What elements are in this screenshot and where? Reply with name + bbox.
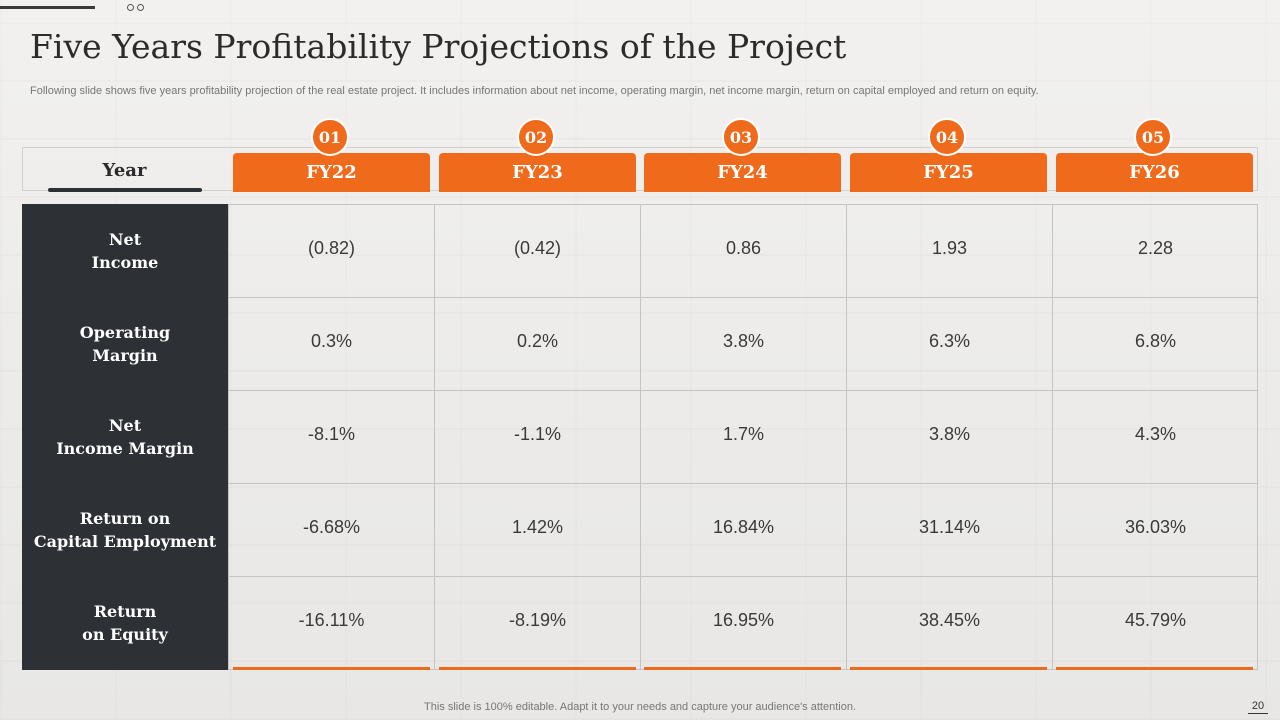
table-cell: 16.84%: [640, 484, 846, 577]
year-header-underline: [48, 188, 202, 192]
column-bottom-accent: [439, 667, 636, 670]
column-bottom-accent: [850, 667, 1047, 670]
table-cell: -6.68%: [228, 484, 434, 577]
metric-label: Return on Equity: [82, 601, 168, 644]
year-number-badge: 04: [928, 118, 966, 156]
metric-label-column: Net Income Operating Margin Net Income M…: [22, 204, 228, 670]
metric-label: Net Income: [91, 229, 159, 272]
table-cell: 1.93: [846, 205, 1052, 298]
metric-label: Return on Capital Employment: [33, 508, 217, 551]
year-tab: FY24: [644, 153, 841, 192]
table-cell: (0.82): [228, 205, 434, 298]
table-cell: -8.19%: [434, 577, 640, 670]
dot-icon: [137, 4, 144, 11]
header-row-frame: [22, 147, 1258, 191]
page-number: 20: [1248, 700, 1268, 714]
table-cell: 45.79%: [1052, 577, 1258, 670]
column-bottom-accent: [644, 667, 841, 670]
year-tab: FY25: [850, 153, 1047, 192]
table-cell: 3.8%: [640, 298, 846, 391]
table-cell: 0.2%: [434, 298, 640, 391]
table-cell: 36.03%: [1052, 484, 1258, 577]
table-cell: -8.1%: [228, 391, 434, 484]
slide-title: Five Years Profitability Projections of …: [30, 27, 847, 66]
top-accent-line: [0, 6, 95, 9]
year-tab: FY26: [1056, 153, 1253, 192]
year-column-header: 04 FY25: [850, 118, 1047, 192]
year-number-badge: 02: [517, 118, 555, 156]
year-number-badge: 03: [722, 118, 760, 156]
table-cell: 4.3%: [1052, 391, 1258, 484]
year-tab: FY22: [233, 153, 430, 192]
table-cell: 16.95%: [640, 577, 846, 670]
column-bottom-accent: [233, 667, 430, 670]
values-grid: (0.82) (0.42) 0.86 1.93 2.28 0.3% 0.2% 3…: [228, 204, 1258, 670]
table-cell: 0.86: [640, 205, 846, 298]
table-cell: (0.42): [434, 205, 640, 298]
year-column-header: 02 FY23: [439, 118, 636, 192]
year-number-badge: 05: [1134, 118, 1172, 156]
metric-label: Operating Margin: [79, 322, 171, 365]
footer-note: This slide is 100% editable. Adapt it to…: [424, 701, 856, 713]
column-bottom-accent: [1056, 667, 1253, 670]
table-cell: 1.42%: [434, 484, 640, 577]
table-cell: 3.8%: [846, 391, 1052, 484]
table-cell: 1.7%: [640, 391, 846, 484]
table-cell: 6.8%: [1052, 298, 1258, 391]
year-column-header: 01 FY22: [233, 118, 430, 192]
year-header-label: Year: [102, 160, 147, 181]
dot-icon: [127, 4, 134, 11]
table-cell: 0.3%: [228, 298, 434, 391]
top-dots: [127, 4, 144, 11]
year-column-header: 03 FY24: [644, 118, 841, 192]
table-cell: 38.45%: [846, 577, 1052, 670]
metric-label: Net Income Margin: [56, 415, 194, 458]
table-cell: 6.3%: [846, 298, 1052, 391]
slide-subtitle: Following slide shows five years profita…: [30, 85, 1039, 97]
table-cell: 31.14%: [846, 484, 1052, 577]
year-number-badge: 01: [311, 118, 349, 156]
year-tab: FY23: [439, 153, 636, 192]
table-cell: -1.1%: [434, 391, 640, 484]
table-cell: -16.11%: [228, 577, 434, 670]
table-cell: 2.28: [1052, 205, 1258, 298]
year-column-header: 05 FY26: [1056, 118, 1253, 192]
